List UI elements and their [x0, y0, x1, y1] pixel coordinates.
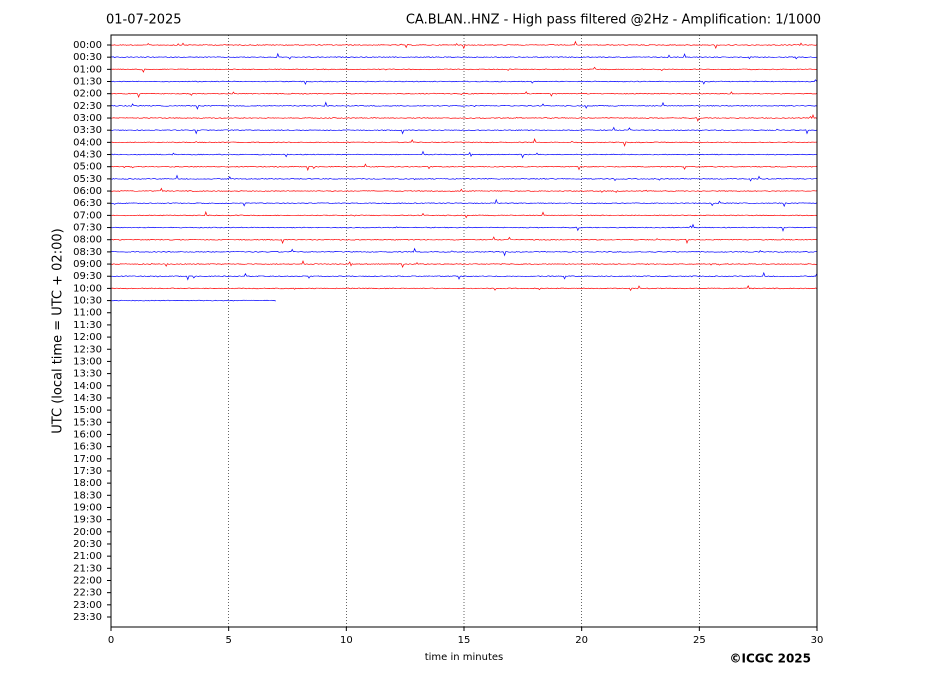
y-tick-label: 10:00 [73, 283, 102, 294]
y-tick-label: 13:30 [73, 369, 102, 380]
x-tick-label: 20 [575, 635, 588, 646]
x-tick-label: 15 [458, 635, 471, 646]
trace [110, 236, 817, 245]
date: 01-07-2025 [106, 13, 182, 28]
y-tick-label: 15:30 [73, 417, 102, 428]
trace [110, 40, 818, 50]
trace [110, 174, 818, 182]
y-tick-label: 05:00 [73, 162, 102, 173]
y-tick-label: 11:30 [73, 320, 102, 331]
trace [110, 260, 818, 268]
trace [110, 138, 818, 147]
y-tick-label: 16:00 [73, 429, 102, 440]
y-tick-label: 18:00 [73, 478, 102, 489]
plot-frame [110, 34, 818, 628]
copyright: ©ICGC 2025 [729, 652, 811, 666]
y-tick-label: 06:30 [73, 198, 102, 209]
y-tick-label: 07:30 [73, 223, 102, 234]
trace [110, 223, 818, 232]
y-tick-label: 10:30 [73, 296, 102, 307]
y-tick-label: 19:00 [73, 502, 102, 513]
y-tick-label: 21:00 [73, 551, 102, 562]
y-tick-label: 19:30 [73, 515, 102, 526]
y-tick-label: 03:00 [73, 113, 102, 124]
y-tick-label: 23:00 [73, 600, 102, 611]
trace [110, 126, 818, 135]
y-tick-label: 02:30 [73, 101, 102, 112]
trace [110, 66, 818, 73]
y-tick-label: 15:00 [73, 405, 102, 416]
y-tick-label: 07:00 [73, 210, 102, 221]
x-tick-label: 25 [693, 635, 706, 646]
y-tick-label: 04:00 [73, 137, 102, 148]
y-tick-label: 14:00 [73, 381, 102, 392]
trace [111, 247, 818, 257]
y-tick-label: 00:00 [73, 40, 102, 51]
x-tick-label: 10 [340, 635, 353, 646]
y-tick-label: 05:30 [73, 174, 102, 185]
trace [110, 79, 818, 86]
trace [110, 101, 818, 110]
trace [110, 91, 818, 98]
y-tick-label: 13:00 [73, 356, 102, 367]
trace [110, 210, 818, 219]
y-tick-label: 08:00 [73, 235, 102, 246]
y-tick-label: 08:30 [73, 247, 102, 258]
y-axis-label: UTC (local time = UTC + 02:00) [51, 228, 66, 433]
y-tick-label: 12:00 [73, 332, 102, 343]
y-tick-label: 17:30 [73, 466, 102, 477]
x-tick-label: 5 [225, 635, 231, 646]
y-tick-label: 11:00 [73, 308, 102, 319]
y-tick-label: 06:00 [73, 186, 102, 197]
y-tick-label: 00:30 [73, 52, 102, 63]
chart-title: CA.BLAN..HNZ - High pass filtered @2Hz -… [406, 13, 821, 28]
x-axis-label: time in minutes [425, 652, 504, 663]
trace [110, 114, 818, 122]
y-tick-label: 02:00 [73, 89, 102, 100]
y-tick-label: 12:30 [73, 344, 102, 355]
y-tick-label: 04:30 [73, 150, 102, 161]
y-tick-label: 18:30 [73, 490, 102, 501]
y-tick-label: 14:30 [73, 393, 102, 404]
y-tick-label: 23:30 [73, 612, 102, 623]
y-tick-label: 21:30 [73, 563, 102, 574]
y-tick-label: 22:30 [73, 588, 102, 599]
y-tick-label: 01:00 [73, 64, 102, 75]
y-tick-label: 20:30 [73, 539, 102, 550]
trace [111, 198, 818, 208]
trace [110, 52, 818, 60]
y-tick-label: 09:00 [73, 259, 102, 270]
x-tick-label: 30 [811, 635, 824, 646]
trace [110, 150, 818, 159]
y-tick-label: 16:30 [73, 442, 102, 453]
trace [110, 299, 276, 302]
trace [110, 187, 818, 193]
y-tick-label: 03:30 [73, 125, 102, 136]
x-tick-label: 0 [108, 635, 114, 646]
y-tick-label: 22:00 [73, 575, 102, 586]
trace [110, 163, 818, 172]
y-tick-label: 17:00 [73, 454, 102, 465]
y-tick-label: 09:30 [73, 271, 102, 282]
y-tick-label: 20:00 [73, 527, 102, 538]
y-tick-label: 01:30 [73, 77, 102, 88]
trace [110, 285, 818, 292]
trace [110, 271, 818, 281]
